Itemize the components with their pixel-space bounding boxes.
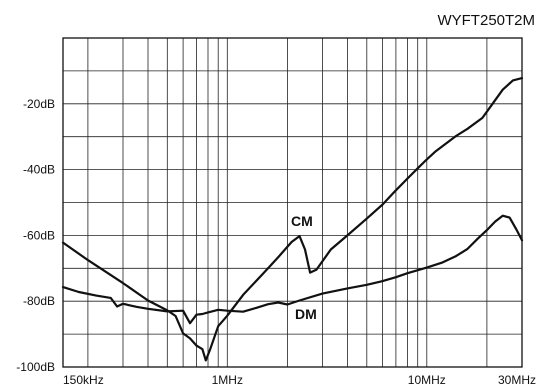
plot-frame	[62, 37, 523, 368]
series-line-cm	[61, 77, 524, 362]
y-tick-label: -60dB	[23, 228, 55, 242]
y-tick-label: -40dB	[23, 163, 55, 177]
y-tick-label: -20dB	[23, 97, 55, 111]
tick-labels: -20dB -40dB -60dB -80dB -100dB 150kHz 1MHz 10MH…	[16, 97, 536, 387]
series-lines	[61, 77, 524, 362]
x-tick-label: 10MHz	[408, 373, 446, 387]
x-tick-label: 150kHz	[63, 373, 104, 387]
series-label-dm: DM	[295, 306, 317, 322]
y-tick-label: -100dB	[16, 360, 55, 374]
y-tick-label: -80dB	[23, 294, 55, 308]
x-tick-label: 30MHz	[498, 373, 536, 387]
grid	[63, 38, 522, 367]
series-line-dm	[61, 214, 524, 325]
chart-title: WYFT250T2M	[437, 12, 535, 29]
series-label-cm: CM	[291, 213, 313, 229]
x-tick-label: 1MHz	[212, 373, 243, 387]
